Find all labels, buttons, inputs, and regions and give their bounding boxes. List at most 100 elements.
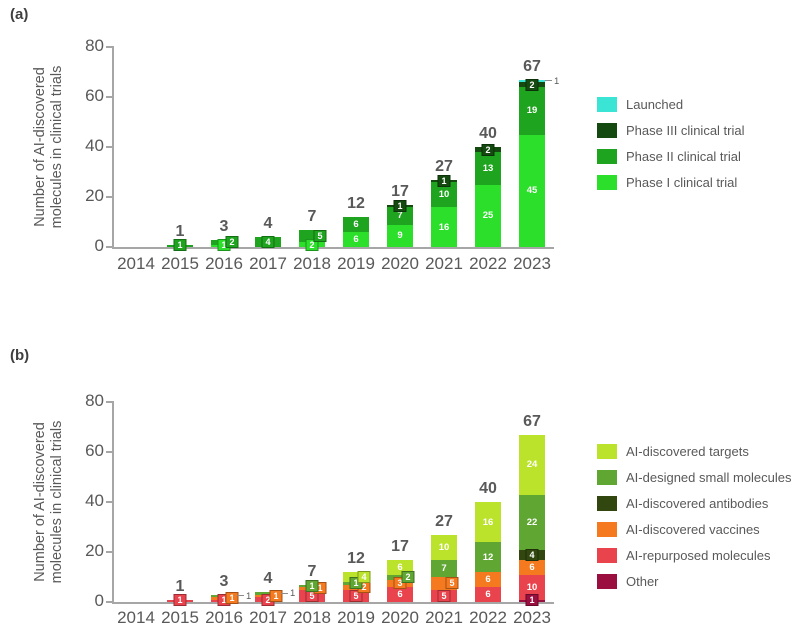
bar-segment: 6	[343, 217, 369, 232]
x-tick-label: 2021	[425, 608, 463, 627]
bar-total-label: 7	[307, 562, 317, 580]
callout-value-label: 1	[290, 588, 296, 600]
segment-value-badge: 1	[305, 579, 319, 592]
legend-label: Launched	[626, 97, 684, 112]
bar-column: 16 10 1 27	[422, 47, 466, 247]
bar-segment: 9	[387, 224, 413, 247]
plot-area: 1 1 1 1 1 3 2 1 1 4 5 1 1 7 5 2 1 4 12 6 3 2 6 17 5 5 7 10 27 6 6 12 16 4…	[114, 402, 554, 606]
y-tick-mark	[106, 46, 114, 48]
y-tick-mark	[106, 146, 114, 148]
segment-value-label: 10	[438, 541, 450, 553]
legend-swatch	[597, 574, 617, 589]
bar-total-label: 4	[263, 215, 273, 232]
y-axis-title: Number of AI-discovered molecules in cli…	[32, 47, 66, 247]
bar-total-label: 1	[175, 222, 185, 240]
legend-item: Phase II clinical trial	[597, 149, 745, 164]
bar-segment: 12	[475, 542, 501, 572]
bar-segment: 13	[475, 152, 501, 185]
bar-segment: 6	[475, 572, 501, 587]
y-tick-mark	[106, 551, 114, 553]
bar-column: 9 7 1 17	[378, 47, 422, 247]
y-tick-label: 40	[85, 136, 104, 155]
bar-segment	[343, 572, 369, 582]
bar-total-label: 12	[347, 550, 365, 567]
x-tick-label: 2015	[161, 608, 199, 627]
segment-value-label: 7	[397, 210, 403, 222]
y-axis-title: Number of AI-discovered molecules in cli…	[32, 402, 66, 602]
segment-value-label: 16	[482, 516, 494, 528]
panel-b: (b) Number of AI-discovered molecules in…	[0, 341, 799, 629]
segment-value-label: 16	[438, 221, 450, 233]
bar: 1 10 6 4 22 24 67	[519, 402, 545, 606]
x-tick-label: 2020	[381, 608, 419, 627]
segment-value-label: 13	[482, 162, 494, 174]
bar-segment: 10	[431, 534, 457, 560]
y-tick-mark	[106, 196, 114, 198]
x-axis-labels: 2014 2015 2016 2017 2018 2019 2020 2021 2022 2023	[114, 608, 554, 628]
x-tick-label: 2014	[117, 254, 155, 273]
bar-total-label: 67	[523, 412, 541, 430]
y-tick-label: 0	[94, 236, 104, 255]
segment-value-label: 6	[397, 589, 403, 600]
legend: Launched Phase III clinical trial Phase II…	[597, 97, 745, 201]
legend-swatch	[597, 444, 617, 459]
bar-total-label: 3	[219, 217, 229, 235]
x-tick-label: 2019	[337, 608, 375, 627]
bar: 5 5 7 10 27	[431, 402, 459, 602]
segment-value-badge: 3	[393, 577, 407, 590]
segment-value-label: 6	[485, 589, 491, 600]
bar-total-label: 27	[435, 512, 453, 530]
segment-value-badge: 1	[393, 199, 407, 212]
bar-column	[114, 47, 158, 247]
x-axis-labels: 2014 2015 2016 2017 2018 2019 2020 2021 2022 2023	[114, 254, 554, 274]
bar-segment: 19	[519, 87, 545, 135]
segment-value-badge: 4	[525, 548, 539, 561]
bar-segment: 24	[519, 434, 545, 495]
segment-value-badge: 2	[225, 236, 239, 248]
x-tick-label: 2020	[381, 254, 419, 273]
x-tick-label: 2017	[249, 608, 287, 627]
y-tick-label: 20	[85, 541, 104, 560]
legend-item: AI-discovered targets	[597, 444, 791, 459]
legend-item: AI-designed small molecules	[597, 470, 791, 485]
legend-item: Phase I clinical trial	[597, 175, 745, 190]
y-tick-label: 0	[94, 591, 104, 610]
bar-segment: 16	[475, 502, 501, 542]
segment-value-badge: 1	[173, 239, 187, 251]
callout-value-label: 1	[554, 75, 560, 87]
plot-area: 1 1 1 2 3 4 4 2 5 7 6 6 12 9 7 1 17 16 10 1 27 25 13 2 40 45 19 2 1 6…	[114, 47, 559, 251]
bar-column	[114, 402, 158, 602]
bar-segment: 6	[343, 232, 369, 247]
bar-column: 5 2 1 4 12	[334, 402, 378, 602]
segment-value-badge: 1	[225, 592, 239, 605]
bar: 6 6 12	[343, 47, 369, 247]
y-tick-label: 40	[85, 491, 104, 510]
x-tick-label: 2019	[337, 254, 375, 273]
y-tick-label: 80	[85, 391, 104, 410]
legend-label: AI-discovered antibodies	[626, 496, 769, 511]
legend-label: AI-discovered targets	[626, 444, 749, 459]
bar-total-label: 40	[479, 125, 497, 142]
segment-value-label: 10	[438, 189, 450, 200]
segment-value-label: 9	[397, 230, 403, 242]
callout-line	[545, 80, 552, 82]
legend-swatch	[597, 522, 617, 537]
legend-item: AI-repurposed molecules	[597, 548, 791, 563]
bar: 5 2 1 4 12	[343, 402, 371, 602]
x-tick-label: 2017	[249, 254, 287, 273]
bar-column: 25 13 2 40	[466, 47, 510, 247]
segment-value-label: 6	[529, 561, 535, 573]
bar-column: 6 6 12 16 40	[466, 402, 510, 602]
y-axis-title-line1: Number of AI-discovered	[32, 67, 48, 227]
segment-value-label: 22	[526, 516, 538, 528]
legend-label: AI-designed small molecules	[626, 470, 792, 485]
bar: 25 13 2 40	[475, 47, 501, 247]
y-tick-mark	[106, 501, 114, 503]
bar-segment	[255, 592, 281, 595]
legend-label: Phase III clinical trial	[626, 123, 745, 138]
